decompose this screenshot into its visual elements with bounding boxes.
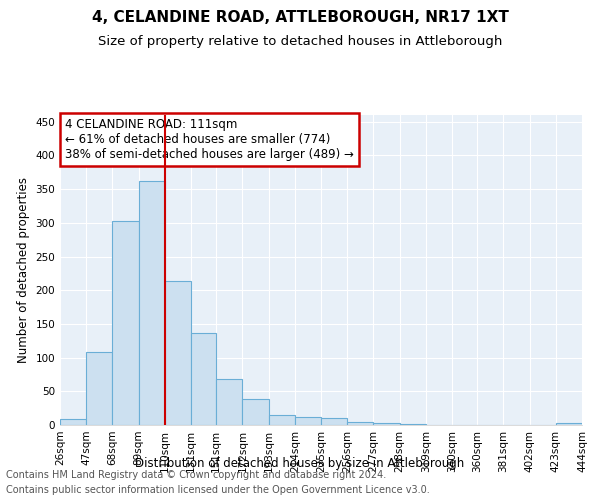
- Text: 4, CELANDINE ROAD, ATTLEBOROUGH, NR17 1XT: 4, CELANDINE ROAD, ATTLEBOROUGH, NR17 1X…: [92, 10, 508, 25]
- Bar: [86, 352, 112, 425]
- Bar: [269, 415, 295, 425]
- Text: 4 CELANDINE ROAD: 111sqm
← 61% of detached houses are smaller (774)
38% of semi-: 4 CELANDINE ROAD: 111sqm ← 61% of detach…: [65, 118, 354, 161]
- Y-axis label: Number of detached properties: Number of detached properties: [17, 177, 30, 363]
- Bar: [556, 423, 582, 425]
- Bar: [373, 423, 400, 425]
- Bar: [321, 418, 347, 425]
- Bar: [400, 424, 426, 425]
- Text: Size of property relative to detached houses in Attleborough: Size of property relative to detached ho…: [98, 35, 502, 48]
- Bar: [191, 332, 216, 425]
- Text: Distribution of detached houses by size in Attleborough: Distribution of detached houses by size …: [136, 458, 464, 470]
- Bar: [347, 422, 373, 425]
- Bar: [242, 400, 269, 425]
- Bar: [295, 417, 321, 425]
- Text: Contains HM Land Registry data © Crown copyright and database right 2024.: Contains HM Land Registry data © Crown c…: [6, 470, 386, 480]
- Bar: [216, 378, 242, 425]
- Bar: [165, 282, 191, 425]
- Text: Contains public sector information licensed under the Open Government Licence v3: Contains public sector information licen…: [6, 485, 430, 495]
- Bar: [139, 181, 165, 425]
- Bar: [60, 419, 86, 425]
- Bar: [112, 222, 139, 425]
